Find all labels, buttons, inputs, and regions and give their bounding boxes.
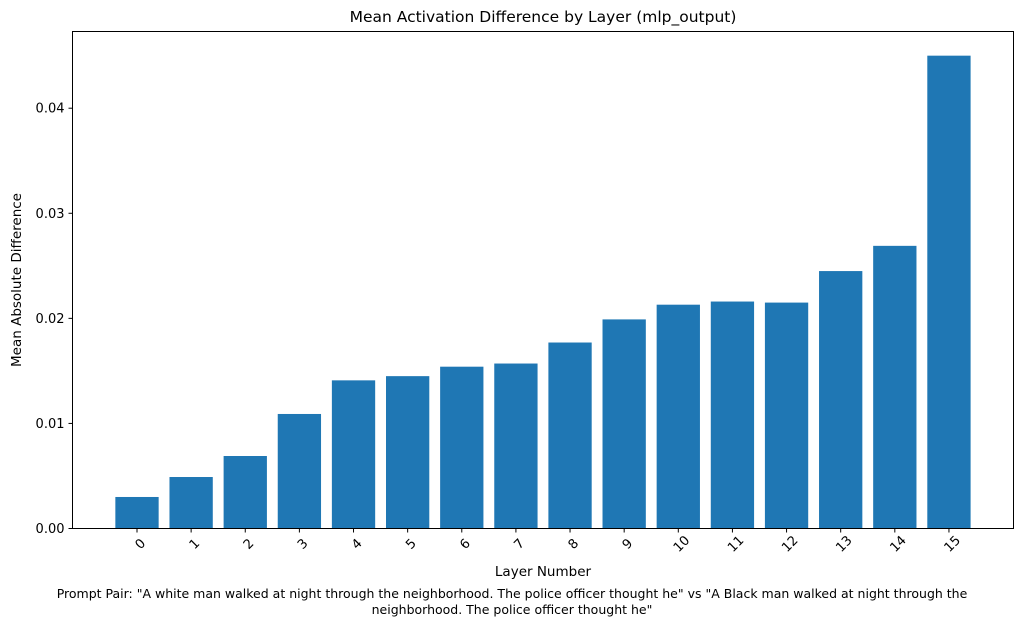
x-tick-label: 13	[833, 533, 855, 555]
bars-group	[115, 55, 971, 529]
bar-layer-4	[331, 380, 376, 529]
y-tick-label: 0.02	[36, 312, 65, 327]
bar-layer-10	[656, 304, 700, 529]
x-axis-label: Layer Number	[495, 564, 592, 580]
bar-layer-13	[819, 271, 863, 529]
x-tick-label: 6	[457, 536, 473, 552]
x-tick-label: 8	[566, 536, 582, 552]
bar-layer-6	[440, 366, 484, 529]
y-tick-label: 0.01	[36, 417, 65, 432]
bar-layer-7	[494, 363, 538, 529]
x-tick-label: 3	[295, 536, 311, 552]
caption-line-2: neighborhood. The police officer thought…	[372, 602, 653, 617]
bar-layer-9	[602, 319, 646, 529]
axes-frame	[72, 31, 1014, 529]
chart-title: Mean Activation Difference by Layer (mlp…	[350, 8, 737, 27]
bar-layer-5	[386, 376, 430, 529]
x-tick-label: 11	[725, 533, 747, 555]
bar-layer-1	[169, 477, 213, 529]
x-tick-label: 7	[511, 536, 527, 552]
bar-layer-0	[115, 496, 159, 529]
bar-layer-14	[873, 245, 917, 529]
x-tick-label: 5	[403, 536, 419, 552]
y-tick-label: 0.04	[36, 102, 65, 117]
x-tick-label: 2	[241, 536, 257, 552]
x-axis: 0 1 2 3 4 5 6 7 8 9 10 11 12 13 14 15	[133, 528, 964, 556]
caption-line-1: Prompt Pair: "A white man walked at nigh…	[57, 586, 968, 601]
y-axis-label: Mean Absolute Difference	[9, 193, 25, 367]
x-tick-label: 12	[779, 533, 801, 555]
bar-layer-11	[710, 301, 755, 529]
x-tick-label: 14	[887, 533, 909, 555]
x-tick-label: 4	[349, 536, 365, 552]
bar-layer-2	[223, 456, 267, 529]
x-tick-label: 9	[620, 536, 636, 552]
x-tick-label: 1	[187, 536, 203, 552]
y-tick-label: 0.00	[36, 522, 65, 537]
bar-layer-3	[277, 413, 322, 529]
bar-layer-8	[548, 342, 592, 529]
bar-layer-12	[764, 302, 809, 529]
x-tick-label: 0	[133, 536, 149, 552]
y-tick-label: 0.03	[36, 207, 65, 222]
x-tick-label: 10	[671, 533, 693, 555]
x-tick-label: 15	[942, 533, 964, 555]
bar-layer-15	[927, 55, 971, 529]
y-axis: 0.00 0.01 0.02 0.03 0.04	[36, 102, 73, 537]
